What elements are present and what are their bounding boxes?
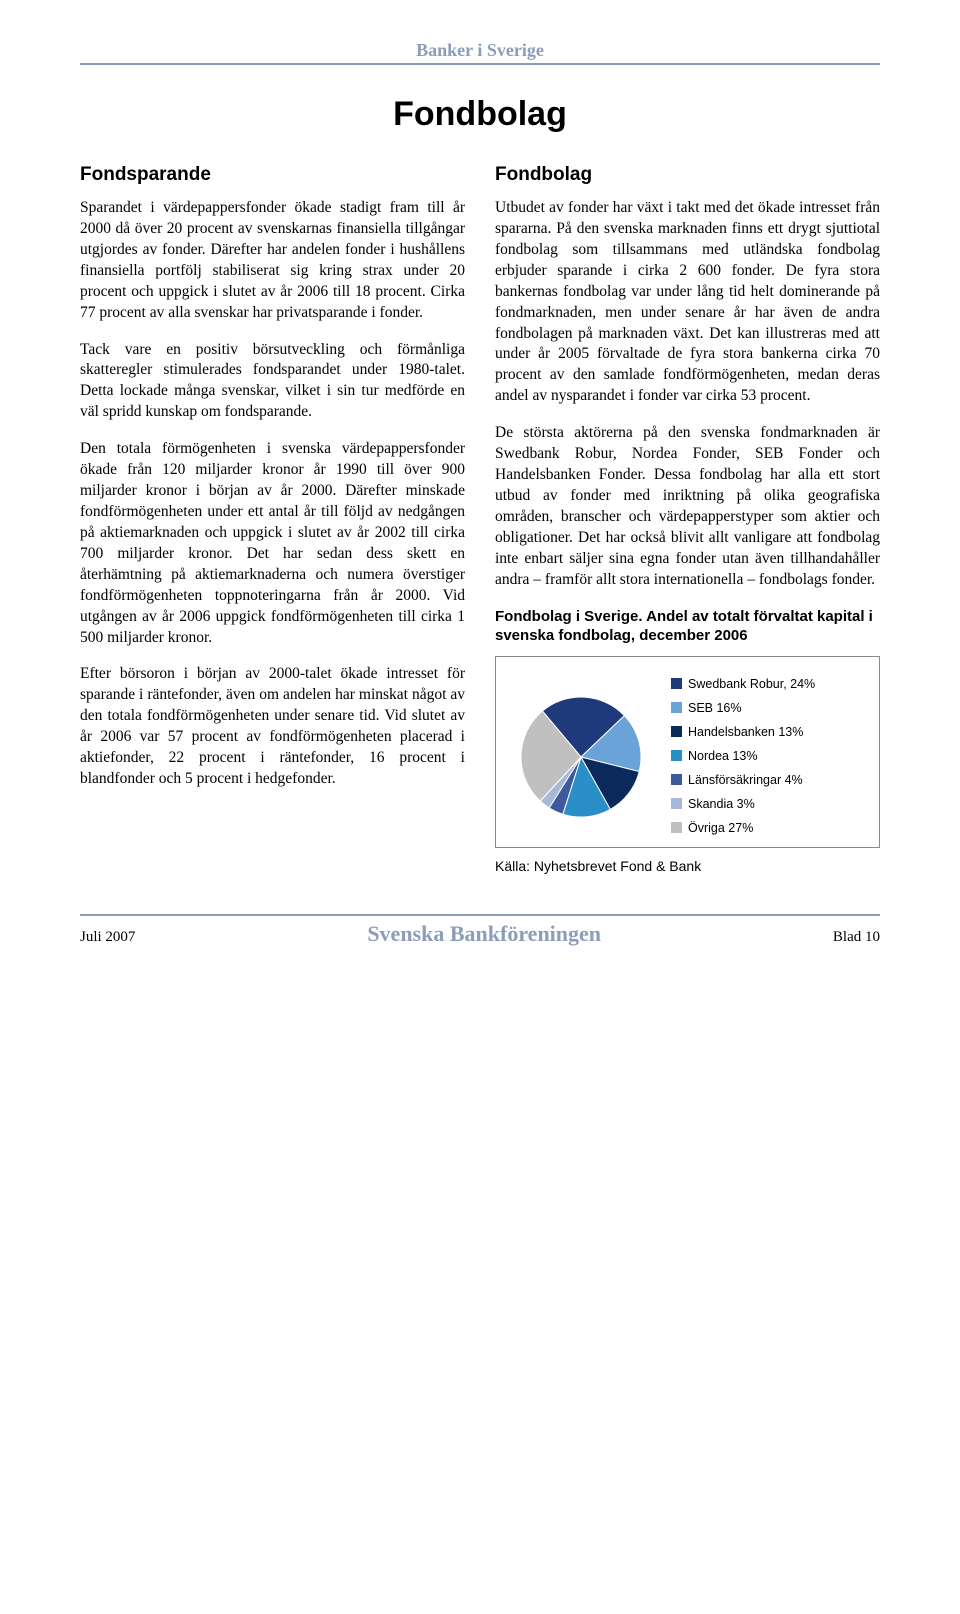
chart-source: Källa: Nyhetsbrevet Fond & Bank	[495, 858, 880, 874]
right-heading: Fondbolag	[495, 164, 880, 186]
legend-label: Övriga 27%	[688, 821, 753, 835]
legend-item: SEB 16%	[671, 701, 815, 715]
legend-item: Swedbank Robur, 24%	[671, 677, 815, 691]
legend-label: SEB 16%	[688, 701, 742, 715]
content-columns: Fondsparande Sparandet i värdepappersfon…	[80, 164, 880, 874]
legend-swatch	[671, 822, 682, 833]
left-column: Fondsparande Sparandet i värdepappersfon…	[80, 164, 465, 874]
left-p2: Tack vare en positiv börsutveckling och …	[80, 340, 465, 424]
footer-divider	[80, 914, 880, 916]
left-p1: Sparandet i värdepappersfonder ökade sta…	[80, 198, 465, 324]
footer-center: Svenska Bankföreningen	[367, 921, 601, 947]
legend-label: Swedbank Robur, 24%	[688, 677, 815, 691]
legend-swatch	[671, 678, 682, 689]
chart-title: Fondbolag i Sverige. Andel av totalt för…	[495, 607, 880, 646]
legend-label: Skandia 3%	[688, 797, 755, 811]
footer-left: Juli 2007	[80, 929, 135, 946]
right-column: Fondbolag Utbudet av fonder har växt i t…	[495, 164, 880, 874]
legend-item: Handelsbanken 13%	[671, 725, 815, 739]
header-title: Banker i Sverige	[80, 40, 880, 61]
legend-swatch	[671, 750, 682, 761]
footer-right: Blad 10	[833, 929, 880, 946]
right-p2: De största aktörerna på den svenska fond…	[495, 423, 880, 590]
left-heading: Fondsparande	[80, 164, 465, 186]
legend-item: Skandia 3%	[671, 797, 815, 811]
pie-svg	[506, 672, 656, 832]
left-p3: Den totala förmögenheten i svenska värde…	[80, 439, 465, 648]
legend-label: Länsförsäkringar 4%	[688, 773, 803, 787]
legend-swatch	[671, 726, 682, 737]
legend-swatch	[671, 702, 682, 713]
legend-swatch	[671, 774, 682, 785]
legend-swatch	[671, 798, 682, 809]
legend-label: Handelsbanken 13%	[688, 725, 803, 739]
left-p4: Efter börsoron i början av 2000-talet ök…	[80, 664, 465, 790]
footer: Juli 2007 Svenska Bankföreningen Blad 10	[80, 921, 880, 947]
legend-item: Länsförsäkringar 4%	[671, 773, 815, 787]
legend-item: Övriga 27%	[671, 821, 815, 835]
legend-label: Nordea 13%	[688, 749, 758, 763]
chart-box: Swedbank Robur, 24% SEB 16% Handelsbanken …	[495, 656, 880, 848]
header-divider	[80, 63, 880, 65]
legend-item: Nordea 13%	[671, 749, 815, 763]
chart-legend: Swedbank Robur, 24% SEB 16% Handelsbanken …	[671, 677, 815, 835]
right-p1: Utbudet av fonder har växt i takt med de…	[495, 198, 880, 407]
page-title: Fondbolag	[80, 95, 880, 134]
pie-chart	[506, 672, 656, 837]
